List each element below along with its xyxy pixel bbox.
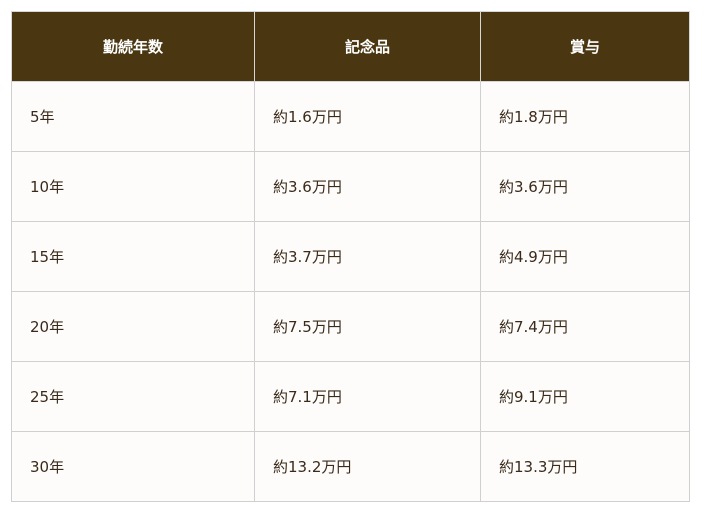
cell-gift: 約1.6万円	[254, 81, 481, 152]
cell-bonus: 約13.3万円	[480, 431, 690, 502]
cell-years: 25年	[11, 361, 255, 432]
cell-gift: 約3.7万円	[254, 221, 481, 292]
cell-years: 5年	[11, 81, 255, 152]
header-years: 勤続年数	[11, 11, 255, 82]
header-bonus: 賞与	[480, 11, 690, 82]
cell-years: 10年	[11, 151, 255, 222]
anniversary-table: 勤続年数 記念品 賞与 5年 約1.6万円 約1.8万円 10年 約3.6万円 約3.6万…	[11, 11, 690, 502]
header-row: 勤続年数 記念品 賞与	[11, 11, 690, 82]
cell-gift: 約13.2万円	[254, 431, 481, 502]
table-row: 10年 約3.6万円 約3.6万円	[11, 151, 690, 222]
table-row: 25年 約7.1万円 約9.1万円	[11, 361, 690, 432]
table-row: 5年 約1.6万円 約1.8万円	[11, 81, 690, 152]
cell-years: 30年	[11, 431, 255, 502]
table-row: 20年 約7.5万円 約7.4万円	[11, 291, 690, 362]
cell-bonus: 約9.1万円	[480, 361, 690, 432]
cell-years: 15年	[11, 221, 255, 292]
cell-bonus: 約1.8万円	[480, 81, 690, 152]
cell-bonus: 約7.4万円	[480, 291, 690, 362]
cell-years: 20年	[11, 291, 255, 362]
cell-bonus: 約4.9万円	[480, 221, 690, 292]
cell-gift: 約7.1万円	[254, 361, 481, 432]
cell-bonus: 約3.6万円	[480, 151, 690, 222]
table-row: 30年 約13.2万円 約13.3万円	[11, 431, 690, 502]
header-gift: 記念品	[254, 11, 481, 82]
cell-gift: 約7.5万円	[254, 291, 481, 362]
cell-gift: 約3.6万円	[254, 151, 481, 222]
table-row: 15年 約3.7万円 約4.9万円	[11, 221, 690, 292]
